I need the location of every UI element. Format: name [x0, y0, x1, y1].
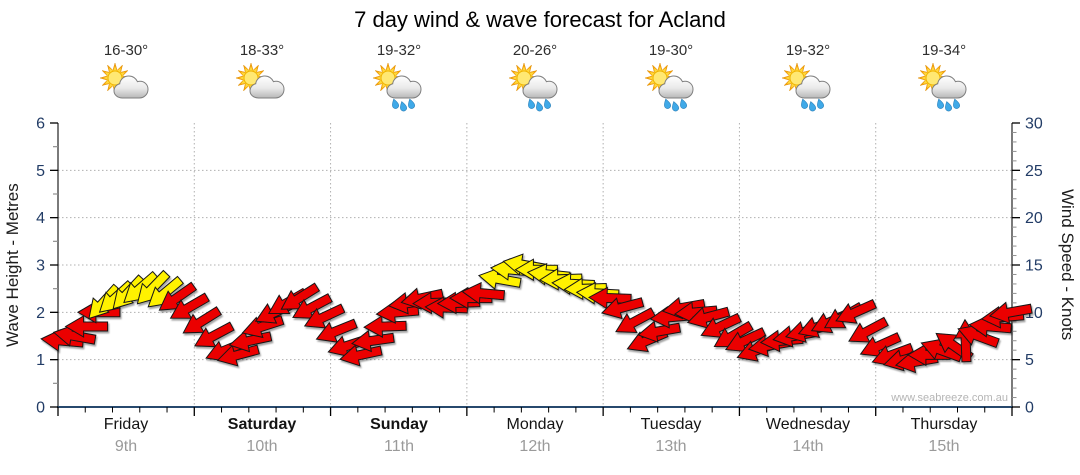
temp-range: 19-32°: [376, 42, 422, 59]
wind-arrow: [193, 321, 235, 348]
day-header-sunday: 19-32°: [344, 42, 454, 112]
wind-arrow: [835, 298, 877, 324]
day-footer-wednesday: Wednesday 14th: [743, 416, 873, 456]
day-label: Sunday: [370, 416, 428, 433]
svg-text:15: 15: [1025, 258, 1043, 275]
wind-arrow: [588, 286, 632, 310]
left-axis-title: Wave Height - Metres: [3, 183, 22, 347]
svg-text:4: 4: [36, 210, 45, 227]
weather-icon: [507, 62, 563, 112]
day-header-monday: 20-26°: [480, 42, 590, 112]
day-label: Monday: [506, 416, 564, 433]
temp-range: 16-30°: [103, 42, 149, 59]
wind-arrow: [615, 307, 656, 334]
date-label: 12th: [519, 438, 551, 455]
wind-arrow: [158, 281, 198, 311]
wind-arrow: [280, 282, 321, 310]
date-label: 13th: [655, 438, 687, 455]
wind-arrow: [351, 329, 395, 353]
wind-arrow: [461, 281, 506, 305]
watermark: www.seabreeze.com.au: [891, 392, 1008, 404]
wind-arrow: [477, 267, 522, 290]
wind-arrow: [724, 327, 767, 353]
left-axis-ticks: 0 1 2 3 4 5 6: [36, 116, 58, 417]
temp-range: 19-34°: [921, 42, 967, 59]
day-header-wednesday: 19-32°: [753, 42, 863, 112]
day-label: Tuesday: [640, 416, 702, 433]
wind-arrow: [988, 301, 1033, 324]
svg-text:0: 0: [36, 400, 45, 417]
weather-icon: [916, 62, 972, 112]
date-label: 9th: [114, 438, 138, 455]
day-header-saturday: 18-33°: [207, 42, 317, 112]
day-footer-sunday: Sunday 11th: [334, 416, 464, 456]
wind-arrow: [700, 312, 742, 338]
svg-text:6: 6: [36, 116, 45, 133]
weather-icon: [98, 62, 154, 112]
temp-range: 20-26°: [512, 42, 558, 59]
weather-icon: [643, 62, 699, 112]
svg-text:3: 3: [36, 258, 45, 275]
wind-arrow: [686, 306, 731, 329]
wind-arrow: [957, 324, 1000, 349]
date-label: 15th: [928, 438, 960, 455]
svg-text:25: 25: [1025, 163, 1043, 180]
svg-text:5: 5: [1025, 352, 1034, 369]
wind-arrow: [64, 315, 109, 338]
day-header-thursday: 19-34°: [889, 42, 999, 112]
day-label: Thursday: [910, 416, 978, 433]
wind-arrow: [52, 324, 97, 347]
wind-arrow: [363, 315, 407, 338]
wind-arrow: [637, 320, 682, 343]
day-label: Wednesday: [765, 416, 851, 433]
svg-text:0: 0: [1025, 400, 1034, 417]
wind-arrows: [40, 253, 1033, 374]
date-label: 11th: [384, 438, 414, 455]
weather-icon: [371, 62, 427, 112]
svg-text:20: 20: [1025, 210, 1043, 227]
wind-arrow: [968, 314, 1013, 338]
date-label: 14th: [792, 438, 824, 455]
wind-arrow: [292, 293, 333, 319]
day-footer-thursday: Thursday 15th: [879, 416, 1009, 456]
day-header-friday: 16-30°: [71, 42, 181, 112]
right-axis-title: Wind Speed - Knots: [1058, 189, 1077, 341]
wind-arrow: [182, 306, 222, 334]
wind-arrow: [600, 297, 645, 320]
page-title: 7 day wind & wave forecast for Acland: [354, 7, 726, 32]
day-footer-monday: Monday 12th: [470, 416, 600, 456]
temp-range: 19-32°: [785, 42, 831, 59]
day-footer-friday: Friday 9th: [61, 416, 191, 456]
day-header-tuesday: 19-30°: [616, 42, 726, 112]
svg-text:5: 5: [36, 163, 45, 180]
wind-arrow: [303, 303, 346, 329]
day-label: Saturday: [227, 416, 297, 433]
x-axis-ticks: [57, 407, 1013, 416]
weather-icon: [780, 62, 836, 112]
day-label: Friday: [103, 416, 149, 433]
wind-arrow: [848, 316, 889, 343]
weather-icon: [234, 62, 290, 112]
day-footer-tuesday: Tuesday 13th: [606, 416, 736, 456]
wind-arrow: [859, 332, 902, 357]
wind-arrow: [169, 292, 210, 319]
wind-arrow: [315, 318, 358, 343]
svg-text:30: 30: [1025, 116, 1043, 133]
svg-text:2: 2: [36, 305, 45, 322]
svg-text:1: 1: [36, 352, 45, 369]
date-label: 10th: [246, 438, 278, 455]
day-footer-saturday: Saturday 10th: [197, 416, 327, 456]
temp-range: 19-30°: [648, 42, 694, 59]
temp-range: 18-33°: [239, 42, 285, 59]
